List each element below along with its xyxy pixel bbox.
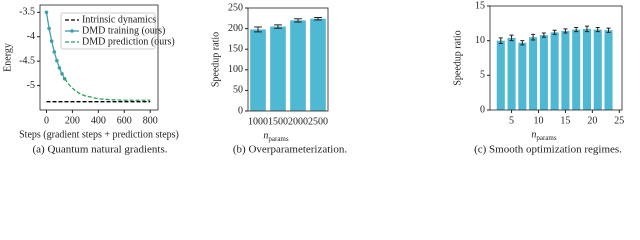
bar xyxy=(250,29,266,112)
x-tick-label: 2500 xyxy=(308,116,328,127)
y-tick-label: 0 xyxy=(480,104,485,115)
x-tick-label: 400 xyxy=(91,115,106,126)
x-tick-label: 1500 xyxy=(268,116,288,127)
bar xyxy=(310,18,326,112)
x-tick-label: 2000 xyxy=(288,116,308,127)
caption: (a) Quantum natural gradients. xyxy=(32,144,167,156)
x-tick-label: 15 xyxy=(560,115,570,126)
legend-label: DMD prediction (ours) xyxy=(82,36,175,47)
legend-marker xyxy=(70,29,74,33)
bar xyxy=(529,37,538,111)
x-tick-label: 800 xyxy=(143,115,158,126)
y-tick-label: 150 xyxy=(228,43,243,54)
marker xyxy=(49,39,54,43)
y-tick-label: -4 xyxy=(27,31,35,42)
marker xyxy=(57,66,62,70)
y-tick-label: 100 xyxy=(228,64,243,75)
error-bar xyxy=(294,18,302,23)
series-line xyxy=(64,78,151,101)
caption: (c) Smooth optimization regimes. xyxy=(474,144,622,156)
axes-frame xyxy=(489,5,623,111)
bar xyxy=(496,40,505,110)
marker xyxy=(52,50,57,54)
bar xyxy=(539,35,548,111)
x-tick-label: 1000 xyxy=(248,116,268,127)
bar xyxy=(561,30,570,110)
legend-label: Intrinsic dynamics xyxy=(82,14,156,25)
y-axis-label: Energy xyxy=(2,43,13,72)
y-tick-label: -4.5 xyxy=(19,55,35,66)
error-bar xyxy=(254,26,262,33)
bar xyxy=(518,42,527,110)
marker xyxy=(44,10,49,15)
axes-frame xyxy=(247,7,329,112)
bar xyxy=(582,28,592,111)
error-bar xyxy=(520,40,525,46)
bar xyxy=(593,29,602,110)
error-bar xyxy=(552,29,557,35)
bar xyxy=(572,29,581,110)
y-tick-label: 200 xyxy=(228,23,243,34)
x-tick-label: 0 xyxy=(44,115,49,126)
error-bar xyxy=(274,24,282,29)
error-bar xyxy=(606,27,611,33)
bar xyxy=(604,30,613,111)
caption: (b) Overparameterization. xyxy=(233,144,347,156)
x-tick-label: 10 xyxy=(533,115,543,126)
y-tick-label: 15 xyxy=(475,0,485,11)
y-tick-label: -5 xyxy=(27,80,35,91)
bar xyxy=(507,37,516,110)
error-bar xyxy=(563,28,568,34)
x-axis-label: nparams xyxy=(263,130,288,142)
error-bar xyxy=(541,32,546,38)
x-axis-label: Steps (gradient steps + prediction steps… xyxy=(19,129,179,140)
y-tick-label: 0 xyxy=(238,105,243,116)
y-tick-label: 50 xyxy=(233,85,243,96)
error-bar xyxy=(574,26,579,33)
marker xyxy=(60,72,64,76)
error-bar xyxy=(314,16,322,21)
legend-box xyxy=(60,12,156,50)
x-axis-label-sub: params xyxy=(536,134,556,142)
bar xyxy=(550,32,559,111)
y-axis-label: Speedup ratio xyxy=(210,32,221,87)
x-axis-label-sub: params xyxy=(268,135,288,143)
x-axis-label: nparams xyxy=(531,129,556,141)
y-axis-label: Speedup ratio xyxy=(452,30,463,85)
x-tick-label: 25 xyxy=(614,115,624,126)
y-tick-label: 10 xyxy=(475,35,485,46)
x-tick-label: 5 xyxy=(509,115,514,126)
bar xyxy=(270,26,286,111)
x-tick-label: 20 xyxy=(587,115,597,126)
error-bar xyxy=(498,37,503,44)
bar xyxy=(290,20,306,111)
error-bar xyxy=(584,25,589,33)
error-bar xyxy=(595,26,600,33)
axes-frame xyxy=(39,4,159,111)
error-bar xyxy=(531,33,536,41)
legend-label: DMD training (ours) xyxy=(82,25,165,36)
x-tick-label: 200 xyxy=(65,115,80,126)
marker xyxy=(55,58,59,63)
x-tick-label: 600 xyxy=(117,115,132,126)
y-tick-label: -3.5 xyxy=(19,7,35,18)
marker xyxy=(47,26,51,31)
y-tick-label: 250 xyxy=(228,2,243,13)
error-bar xyxy=(509,34,514,42)
y-tick-label: 5 xyxy=(480,70,485,81)
